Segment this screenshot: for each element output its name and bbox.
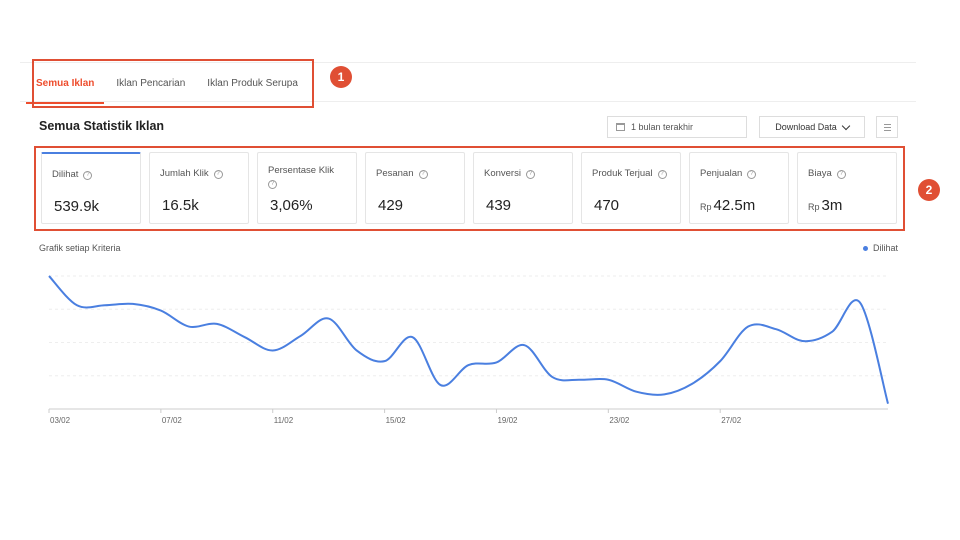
menu-button[interactable] <box>876 116 898 138</box>
metric-label: Konversi <box>484 168 521 179</box>
help-icon: ? <box>213 170 223 179</box>
metric-card-biaya[interactable]: Biaya? Rp 3m <box>797 152 897 224</box>
metric-label: Penjualan <box>700 168 743 179</box>
tab-iklan-pencarian[interactable]: Iklan Pencarian <box>116 77 186 89</box>
menu-icon <box>883 123 891 125</box>
tabs-divider <box>20 101 916 102</box>
x-tick-label: 19/02 <box>497 416 518 425</box>
metric-currency: Rp <box>700 202 712 212</box>
x-tick-label: 03/02 <box>50 416 71 425</box>
callout-badge-2: 2 <box>918 179 940 201</box>
help-icon: ? <box>657 170 667 179</box>
section-title: Semua Statistik Iklan <box>39 119 165 133</box>
metric-label: Biaya <box>808 168 832 179</box>
ad-type-tabs: Semua Iklan Iklan Pencarian Iklan Produk… <box>25 66 320 104</box>
metric-label: Dilihat <box>52 169 79 180</box>
metric-card-konversi[interactable]: Konversi? 439 <box>473 152 573 224</box>
help-icon: ? <box>525 170 535 179</box>
metric-value: 539.9k <box>54 198 100 215</box>
series-line-dilihat <box>48 275 889 404</box>
legend-label: Dilihat <box>872 243 898 253</box>
metric-currency: Rp <box>808 202 820 212</box>
help-icon: ? <box>83 171 93 180</box>
metric-label: Produk Terjual <box>592 168 653 179</box>
metric-card-penjualan[interactable]: Penjualan? Rp 42.5m <box>689 152 789 224</box>
line-chart: 03/02 07/02 11/02 15/02 19/02 23/02 27/02 <box>48 275 889 425</box>
ads-statistics-panel <box>20 62 916 453</box>
help-icon: ? <box>268 180 277 189</box>
metric-card-jumlah-klik[interactable]: Jumlah Klik? 16.5k <box>149 152 249 224</box>
metric-card-dilihat[interactable]: Dilihat? 539.9k <box>41 152 141 224</box>
tab-iklan-produk-serupa[interactable]: Iklan Produk Serupa <box>207 77 298 89</box>
help-icon: ? <box>747 170 757 179</box>
metric-card-persentase-klik[interactable]: Persentase Klik? 3,06% <box>257 152 357 224</box>
metric-card-pesanan[interactable]: Pesanan? 429 <box>365 152 465 224</box>
legend-dot-icon <box>862 245 868 251</box>
help-icon: ? <box>836 170 846 179</box>
metric-value: 42.5m <box>713 197 756 214</box>
metric-value: 16.5k <box>162 197 199 214</box>
date-range-picker[interactable]: 1 bulan terakhir <box>607 116 747 138</box>
metric-value: 3,06% <box>270 197 313 214</box>
metric-value: 3m <box>821 197 843 214</box>
metric-value: 429 <box>378 197 404 214</box>
x-tick-label: 11/02 <box>274 416 294 425</box>
x-tick-label: 23/02 <box>609 416 630 425</box>
metric-label: Persentase Klik <box>268 165 335 176</box>
metric-card-produk-terjual[interactable]: Produk Terjual? 470 <box>581 152 681 224</box>
chart-legend[interactable]: Dilihat <box>862 243 898 253</box>
metric-value: 439 <box>486 197 512 214</box>
tab-semua-iklan[interactable]: Semua Iklan <box>25 70 105 104</box>
metric-value: 470 <box>594 197 620 214</box>
tabs-highlight-box <box>32 59 314 108</box>
chevron-down-icon <box>841 121 851 130</box>
callout-badge-1: 1 <box>330 66 352 88</box>
metric-label: Jumlah Klik <box>160 168 209 179</box>
x-tick-label: 27/02 <box>721 416 742 425</box>
download-data-button[interactable]: Download Data <box>759 116 865 138</box>
x-tick-label: 07/02 <box>162 416 183 425</box>
download-data-label: Download Data <box>775 122 837 132</box>
help-icon: ? <box>418 170 428 179</box>
date-range-label: 1 bulan terakhir <box>631 122 694 132</box>
metric-label: Pesanan <box>376 168 414 179</box>
calendar-icon <box>616 123 625 131</box>
x-tick-label: 15/02 <box>386 416 407 425</box>
metrics-highlight-box <box>34 146 905 231</box>
chart-title: Grafik setiap Kriteria <box>39 243 121 253</box>
